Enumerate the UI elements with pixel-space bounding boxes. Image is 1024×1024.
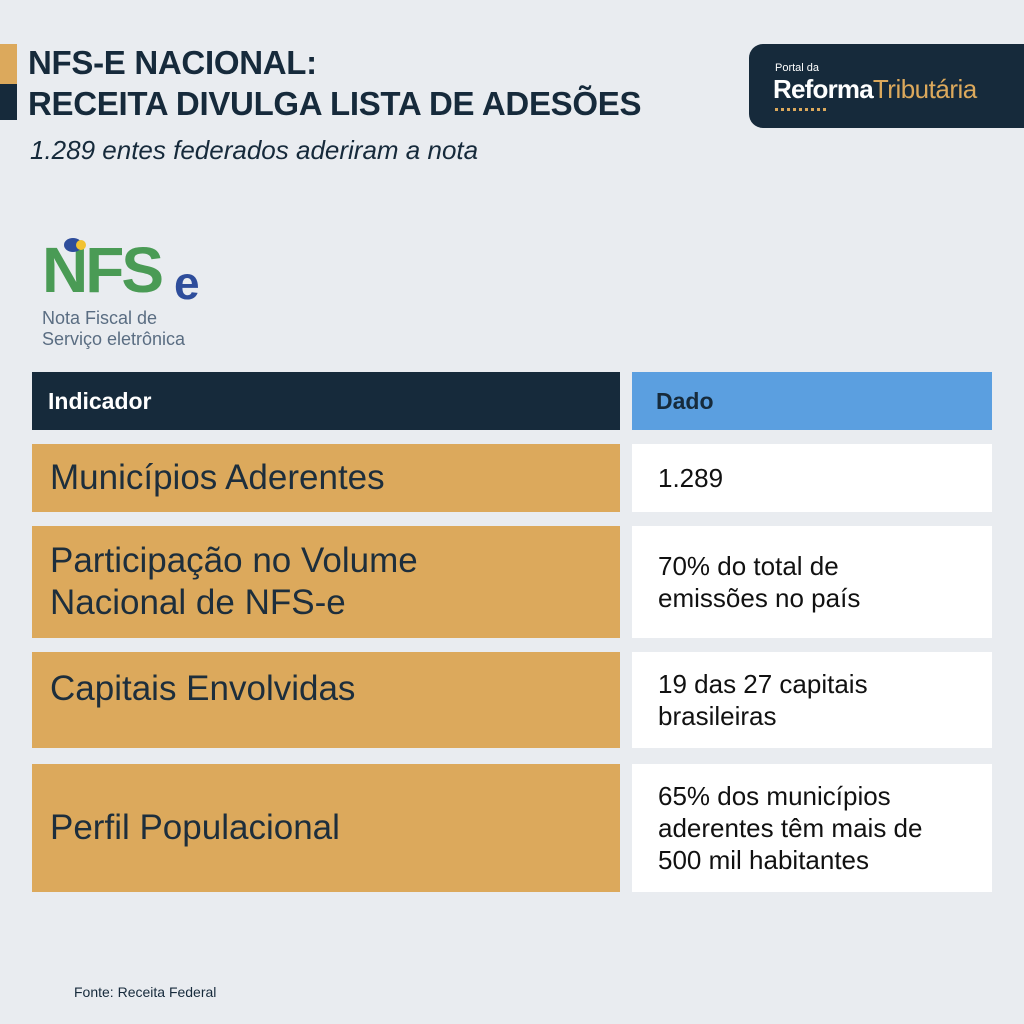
row-2-value: 70% do total de emissões no país xyxy=(658,551,861,613)
page-title-line-2: RECEITA DIVULGA LISTA DE ADESÕES xyxy=(28,85,642,122)
nfse-logo-subtitle: Nota Fiscal de Serviço eletrônica xyxy=(42,308,185,350)
row-3-indicator: Capitais Envolvidas xyxy=(50,669,356,708)
row-1-value: 1.289 xyxy=(658,463,724,493)
row-3-value: 19 das 27 capitais brasileiras xyxy=(658,669,868,731)
table-row-value: 65% dos municípios aderentes têm mais de… xyxy=(632,764,992,892)
table-header-value: Dado xyxy=(632,372,992,430)
brand-badge-name-bold: Reforma xyxy=(773,74,874,104)
nfse-logo-line-2: Serviço eletrônica xyxy=(42,329,186,349)
brand-badge-name: ReformaTributária xyxy=(773,74,977,105)
table-row-value: 19 das 27 capitais brasileiras xyxy=(632,652,992,748)
table-row-value: 70% do total de emissões no país xyxy=(632,526,992,638)
table-row-indicator: Participação no Volume Nacional de NFS-e xyxy=(32,526,620,638)
row-1-indicator: Municípios Aderentes xyxy=(50,458,385,497)
brand-badge-name-light: Tributária xyxy=(872,74,977,104)
table-header-indicator: Indicador xyxy=(32,372,620,430)
nfse-logo: NFS e Nota Fiscal de Serviço eletrônica xyxy=(42,236,242,351)
brand-badge-small-label: Portal da xyxy=(775,62,820,74)
row-4-value: 65% dos municípios aderentes têm mais de… xyxy=(658,781,923,875)
nfse-logo-e: e xyxy=(174,257,200,309)
table-header-indicator-label: Indicador xyxy=(48,387,152,414)
source-note: Fonte: Receita Federal xyxy=(74,984,217,1000)
nfse-logo-yellow-dot xyxy=(76,240,86,250)
brand-badge-dots xyxy=(775,108,827,111)
page-title: NFS-E NACIONAL: RECEITA DIVULGA LISTA DE… xyxy=(28,42,641,124)
nfse-logo-letters: NFS xyxy=(42,234,164,306)
title-accent-navy xyxy=(0,84,17,120)
table-header-value-label: Dado xyxy=(656,387,714,414)
table-row-indicator: Municípios Aderentes xyxy=(32,444,620,512)
page-subtitle: 1.289 entes federados aderiram a nota xyxy=(30,135,479,165)
title-accent-gold xyxy=(0,44,17,84)
row-2-indicator: Participação no Volume Nacional de NFS-e xyxy=(50,541,418,622)
page-title-line-1: NFS-E NACIONAL: xyxy=(28,44,317,81)
table-row-indicator: Perfil Populacional xyxy=(32,764,620,892)
table-row-indicator: Capitais Envolvidas xyxy=(32,652,620,748)
row-4-indicator: Perfil Populacional xyxy=(50,808,340,847)
table-row-value: 1.289 xyxy=(632,444,992,512)
brand-badge: Portal da ReformaTributária xyxy=(749,44,1024,128)
nfse-logo-line-1: Nota Fiscal de xyxy=(42,308,158,328)
